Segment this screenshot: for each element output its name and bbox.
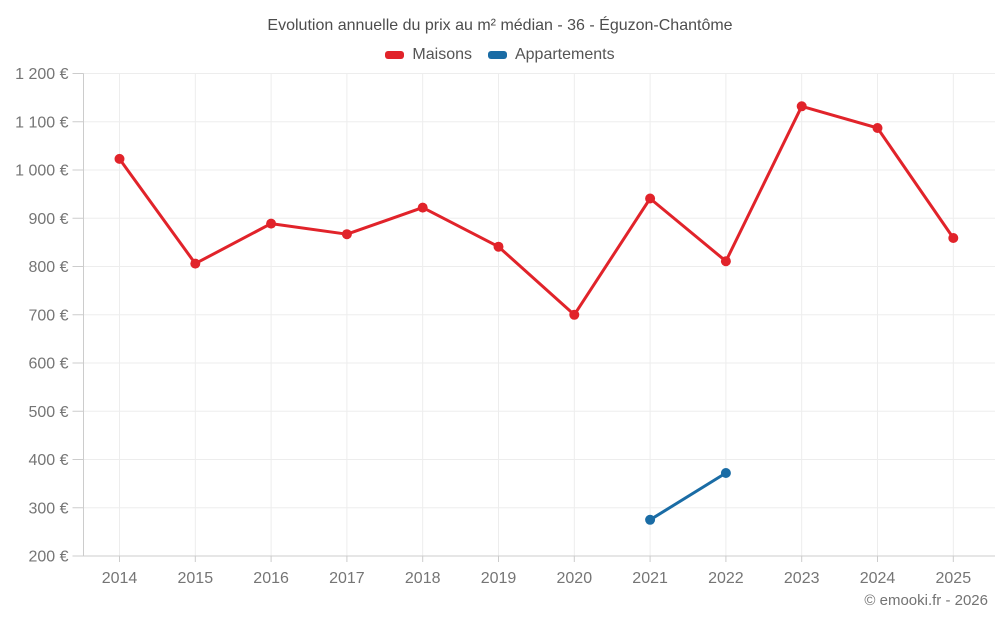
y-axis-tick-label: 400 €	[28, 452, 68, 469]
y-axis-tick-label: 1 000 €	[15, 163, 68, 180]
data-point-maisons-2023[interactable]	[796, 101, 807, 112]
y-axis-tick-label: 1 100 €	[15, 114, 68, 131]
chart-legend: Maisons Appartements	[0, 46, 1000, 64]
data-point-maisons-2015[interactable]	[190, 258, 201, 269]
x-axis-tick-label: 2015	[178, 570, 214, 587]
x-axis-tick-label: 2018	[405, 570, 441, 587]
y-axis-tick-label: 500 €	[28, 404, 68, 421]
series-line-maisons	[118, 104, 955, 317]
data-point-maisons-2020[interactable]	[569, 309, 580, 320]
y-axis-tick-label: 600 €	[28, 356, 68, 373]
x-axis-tick-label: 2017	[329, 570, 365, 587]
legend-label-maisons: Maisons	[412, 46, 472, 63]
legend-label-appartements: Appartements	[514, 46, 615, 63]
y-axis-tick-label: 1 200 €	[15, 66, 68, 83]
copyright-footer: © emooki.fr - 2026	[864, 592, 988, 609]
data-point-maisons-2024[interactable]	[872, 123, 883, 133]
series-line-appartements	[648, 471, 728, 522]
x-axis-tick-label: 2020	[557, 570, 593, 587]
data-point-maisons-2021[interactable]	[645, 193, 656, 204]
legend-item-appartements[interactable]: Appartements	[487, 46, 615, 64]
x-axis-tick-label: 2014	[102, 570, 138, 587]
data-point-maisons-2018[interactable]	[417, 202, 428, 213]
y-axis-tick-label: 900 €	[28, 211, 68, 228]
x-axis-tick-label: 2019	[481, 570, 517, 587]
y-axis-tick-label: 200 €	[28, 549, 68, 566]
data-point-maisons-2016[interactable]	[266, 218, 277, 229]
data-point-maisons-2014[interactable]	[114, 153, 125, 164]
x-axis-tick-label: 2016	[253, 570, 289, 587]
data-point-maisons-2017[interactable]	[341, 229, 352, 240]
x-axis-tick-label: 2024	[860, 570, 896, 587]
legend-swatch-appartements-icon	[487, 51, 507, 59]
x-axis-tick-label: 2023	[784, 570, 820, 587]
data-point-maisons-2019[interactable]	[493, 241, 504, 252]
data-point-maisons-2025[interactable]	[948, 233, 959, 243]
legend-swatch-maisons-icon	[385, 51, 405, 59]
x-axis-tick-label: 2021	[632, 570, 668, 587]
data-point-appartements-2022[interactable]	[720, 468, 731, 478]
data-point-appartements-2021[interactable]	[645, 514, 656, 525]
y-axis-tick-label: 800 €	[28, 259, 68, 276]
chart-title: Evolution annuelle du prix au m² médian …	[267, 17, 733, 34]
data-point-maisons-2022[interactable]	[720, 256, 731, 267]
x-axis-tick-label: 2025	[936, 570, 972, 587]
y-axis-tick-label: 700 €	[28, 307, 68, 324]
y-axis-tick-label: 300 €	[28, 500, 68, 517]
x-axis-tick-label: 2022	[708, 570, 744, 587]
legend-item-maisons[interactable]: Maisons	[385, 46, 472, 64]
